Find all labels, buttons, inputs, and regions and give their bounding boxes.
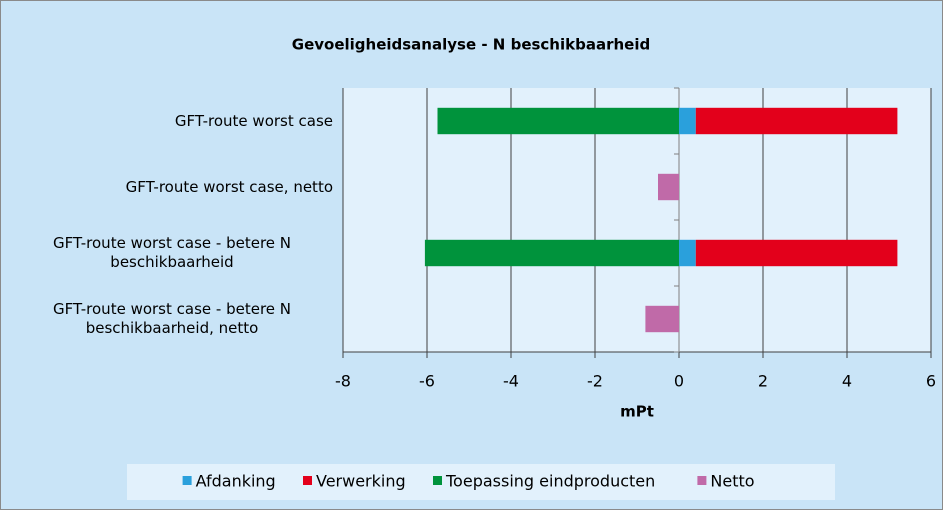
legend-box: [127, 464, 835, 500]
y-tick-label: GFT-route worst case - betere N beschikb…: [52, 234, 291, 271]
legend-label: Verwerking: [316, 472, 406, 491]
legend-swatch: [433, 476, 442, 485]
legend-swatch: [303, 476, 312, 485]
x-tick-label: -4: [503, 372, 519, 391]
legend-swatch: [697, 476, 707, 485]
y-tick-label: GFT-route worst case, netto: [125, 177, 333, 196]
bar: [645, 305, 679, 333]
bar: [658, 173, 679, 201]
bar: [695, 239, 898, 267]
bar: [424, 239, 679, 267]
x-tick-label: 6: [926, 372, 936, 391]
chart-title: Gevoeligheidsanalyse - N beschikbaarheid: [292, 36, 650, 54]
legend-label: Toepassing eindproducten: [445, 472, 655, 491]
legend-label: Netto: [710, 472, 754, 491]
x-tick-label: 2: [758, 372, 768, 391]
x-axis-label: mPt: [620, 403, 654, 421]
bar: [695, 107, 898, 135]
x-tick-label: 4: [842, 372, 852, 391]
bar: [679, 239, 696, 267]
bar: [679, 107, 696, 135]
x-tick-label: -6: [419, 372, 435, 391]
category-label-box: GFT-route worst case - betere N beschikb…: [0, 220, 333, 286]
x-tick-label: 0: [674, 372, 684, 391]
legend-swatch: [182, 476, 192, 485]
category-label-box: GFT-route worst case, netto: [0, 154, 333, 220]
category-label-box: GFT-route worst case: [0, 88, 333, 154]
legend-label: Afdanking: [196, 472, 276, 491]
bar: [437, 107, 679, 135]
y-tick-label: GFT-route worst case - betere N beschikb…: [52, 300, 291, 337]
category-label-box: GFT-route worst case - betere N beschikb…: [0, 286, 333, 352]
x-tick-label: -8: [335, 372, 351, 391]
x-tick-label: -2: [587, 372, 603, 391]
y-tick-label: GFT-route worst case: [174, 111, 333, 130]
